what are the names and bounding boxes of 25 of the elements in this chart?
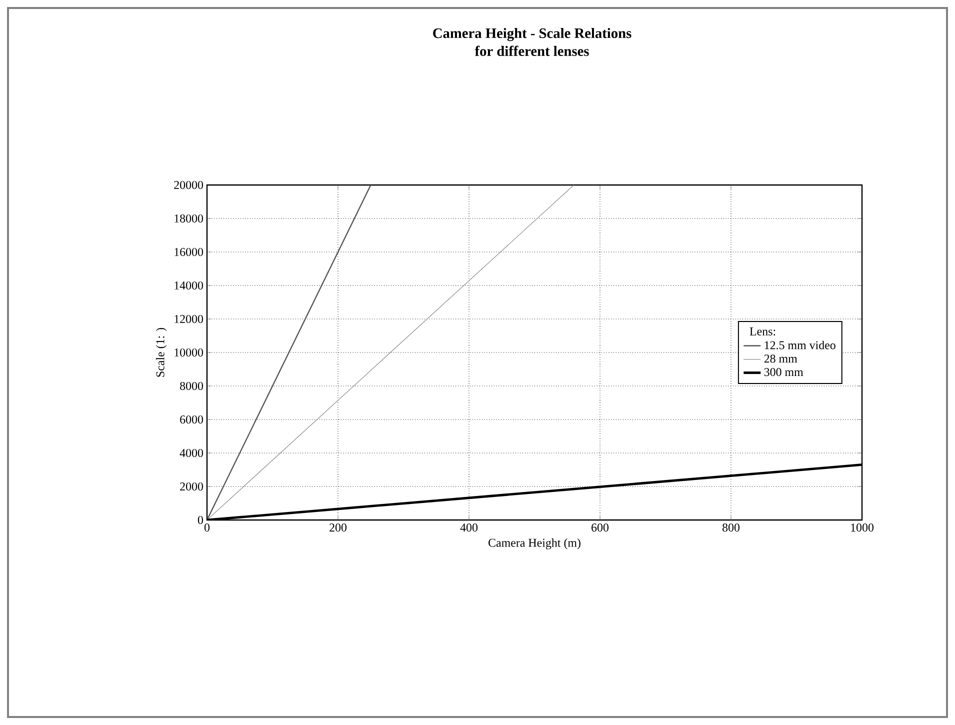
- chart-title: Camera Height - Scale Relations: [433, 28, 632, 42]
- legend-label: 12.5 mm video: [764, 340, 836, 350]
- y-tick-label: 16000: [174, 248, 204, 256]
- legend-label: 300 mm: [764, 368, 804, 376]
- y-tick-label: 8000: [180, 382, 204, 390]
- y-tick-label: 2000: [180, 482, 204, 491]
- y-tick-label: 4000: [180, 448, 204, 458]
- y-tick-label: 18000: [174, 214, 204, 223]
- x-tick-label: 0: [204, 524, 210, 532]
- y-tick-label: 14000: [174, 281, 204, 290]
- y-tick-label: 12000: [174, 314, 204, 324]
- x-tick-label: 600: [592, 524, 609, 532]
- x-tick-label: 800: [722, 524, 740, 532]
- y-axis-title: Scale (1: ): [156, 328, 167, 377]
- y-tick-label: 20000: [174, 180, 204, 190]
- chart-subtitle: for different lenses: [474, 46, 589, 56]
- y-tick-label: 0: [198, 516, 204, 524]
- x-tick-label: 1000: [851, 524, 874, 532]
- y-tick-label: 6000: [180, 415, 204, 424]
- x-tick-label: 200: [330, 524, 347, 532]
- legend-title: Lens:: [750, 328, 776, 336]
- x-axis-title: Camera Height (m): [488, 538, 580, 550]
- x-tick-label: 400: [460, 524, 478, 532]
- y-tick-label: 10000: [174, 348, 204, 357]
- legend-label: 28 mm: [764, 354, 798, 363]
